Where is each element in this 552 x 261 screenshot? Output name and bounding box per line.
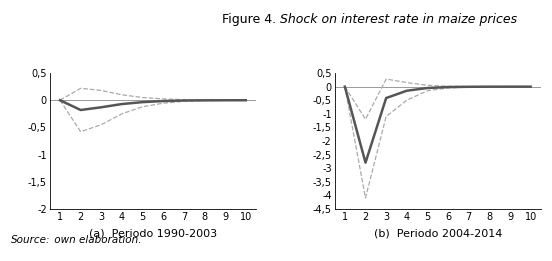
X-axis label: (b)  Periodo 2004-2014: (b) Periodo 2004-2014 (374, 229, 502, 239)
X-axis label: (a)  Periodo 1990-2003: (a) Periodo 1990-2003 (89, 229, 217, 239)
Text: own elaboration.: own elaboration. (51, 235, 141, 245)
Text: Source:: Source: (11, 235, 51, 245)
Text: Source: own elaboration.: Source: own elaboration. (11, 235, 141, 245)
Text: Figure 4.: Figure 4. (222, 13, 276, 26)
Text: Shock on interest rate in maize prices: Shock on interest rate in maize prices (276, 13, 517, 26)
